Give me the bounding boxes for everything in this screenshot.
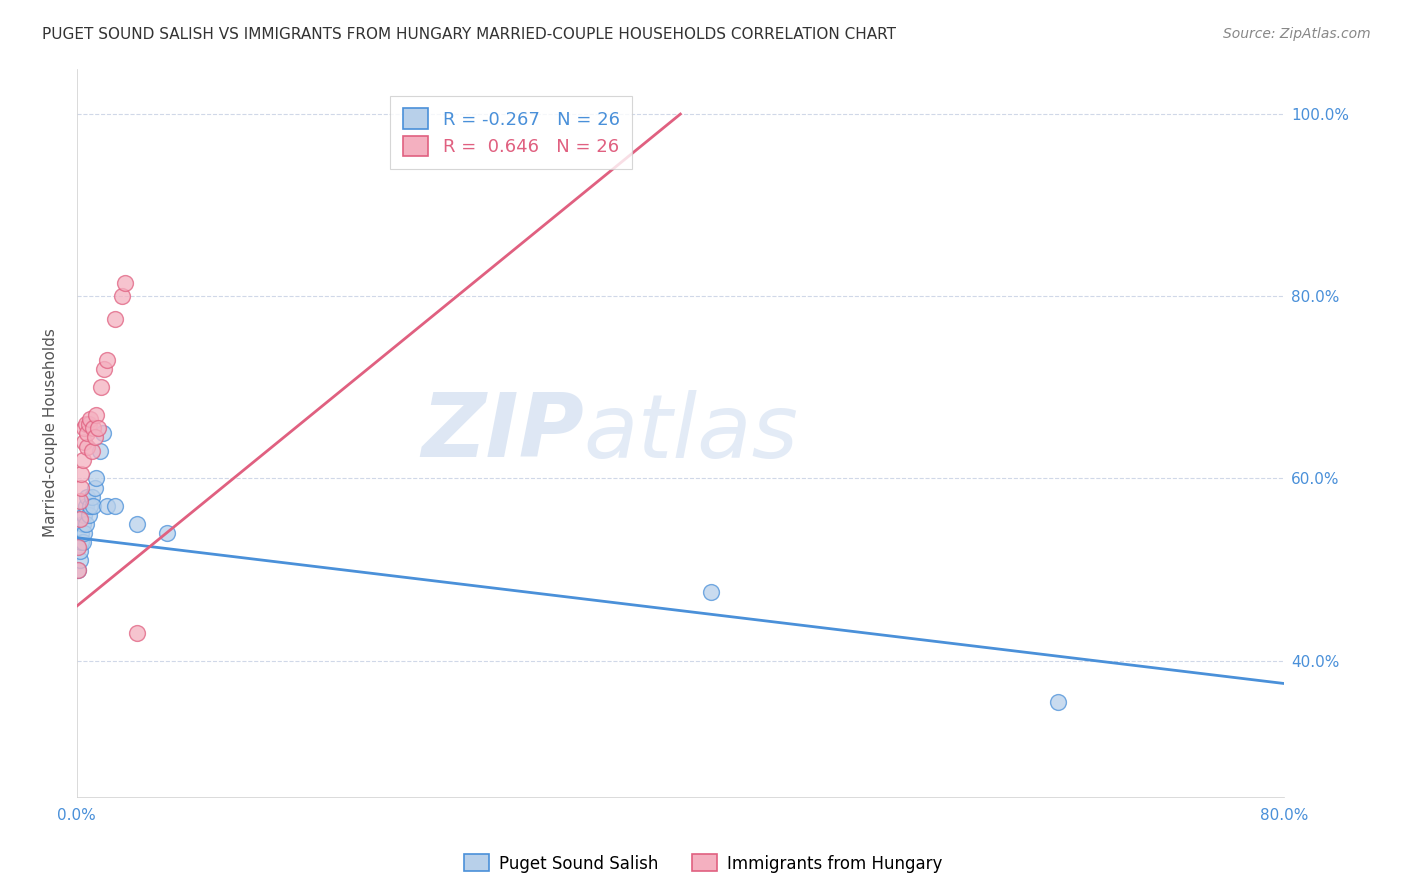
- Point: [91, 425, 114, 440]
- Point: [79, 499, 101, 513]
- Point: [76, 440, 98, 454]
- Y-axis label: Married-couple Households: Married-couple Households: [44, 328, 58, 537]
- Point: [80, 490, 103, 504]
- Point: [87, 421, 110, 435]
- Point: [93, 362, 115, 376]
- Point: [69, 494, 91, 508]
- Point: [86, 408, 108, 422]
- Point: [127, 626, 149, 640]
- Point: [84, 481, 107, 495]
- Point: [73, 421, 96, 435]
- Point: [70, 481, 93, 495]
- Text: atlas: atlas: [583, 390, 799, 476]
- Point: [75, 417, 97, 431]
- Point: [67, 563, 90, 577]
- Point: [84, 430, 107, 444]
- Point: [77, 508, 100, 522]
- Point: [156, 526, 179, 541]
- Point: [79, 412, 101, 426]
- Point: [67, 540, 90, 554]
- Point: [114, 276, 136, 290]
- Point: [69, 512, 91, 526]
- Point: [73, 526, 96, 541]
- Text: Source: ZipAtlas.com: Source: ZipAtlas.com: [1223, 27, 1371, 41]
- Point: [69, 553, 91, 567]
- Point: [70, 526, 93, 541]
- Point: [77, 417, 100, 431]
- Point: [103, 312, 125, 326]
- Point: [72, 535, 94, 549]
- Legend: R = -0.267   N = 26, R =  0.646   N = 26: R = -0.267 N = 26, R = 0.646 N = 26: [391, 95, 633, 169]
- Point: [76, 425, 98, 440]
- Point: [82, 421, 104, 435]
- Point: [699, 585, 721, 599]
- Point: [72, 517, 94, 532]
- Point: [73, 508, 96, 522]
- Text: ZIP: ZIP: [420, 390, 583, 476]
- Point: [96, 499, 118, 513]
- Point: [82, 499, 104, 513]
- Text: PUGET SOUND SALISH VS IMMIGRANTS FROM HUNGARY MARRIED-COUPLE HOUSEHOLDS CORRELAT: PUGET SOUND SALISH VS IMMIGRANTS FROM HU…: [42, 27, 896, 42]
- Point: [1046, 695, 1069, 709]
- Point: [67, 563, 90, 577]
- Point: [73, 435, 96, 450]
- Point: [90, 380, 112, 394]
- Point: [89, 444, 111, 458]
- Point: [111, 289, 134, 303]
- Point: [75, 517, 97, 532]
- Point: [127, 517, 149, 532]
- Point: [86, 471, 108, 485]
- Point: [69, 544, 91, 558]
- Point: [76, 490, 98, 504]
- Point: [96, 353, 118, 368]
- Point: [80, 444, 103, 458]
- Point: [70, 535, 93, 549]
- Point: [72, 453, 94, 467]
- Legend: Puget Sound Salish, Immigrants from Hungary: Puget Sound Salish, Immigrants from Hung…: [457, 847, 949, 880]
- Point: [103, 499, 125, 513]
- Point: [70, 467, 93, 481]
- Point: [75, 499, 97, 513]
